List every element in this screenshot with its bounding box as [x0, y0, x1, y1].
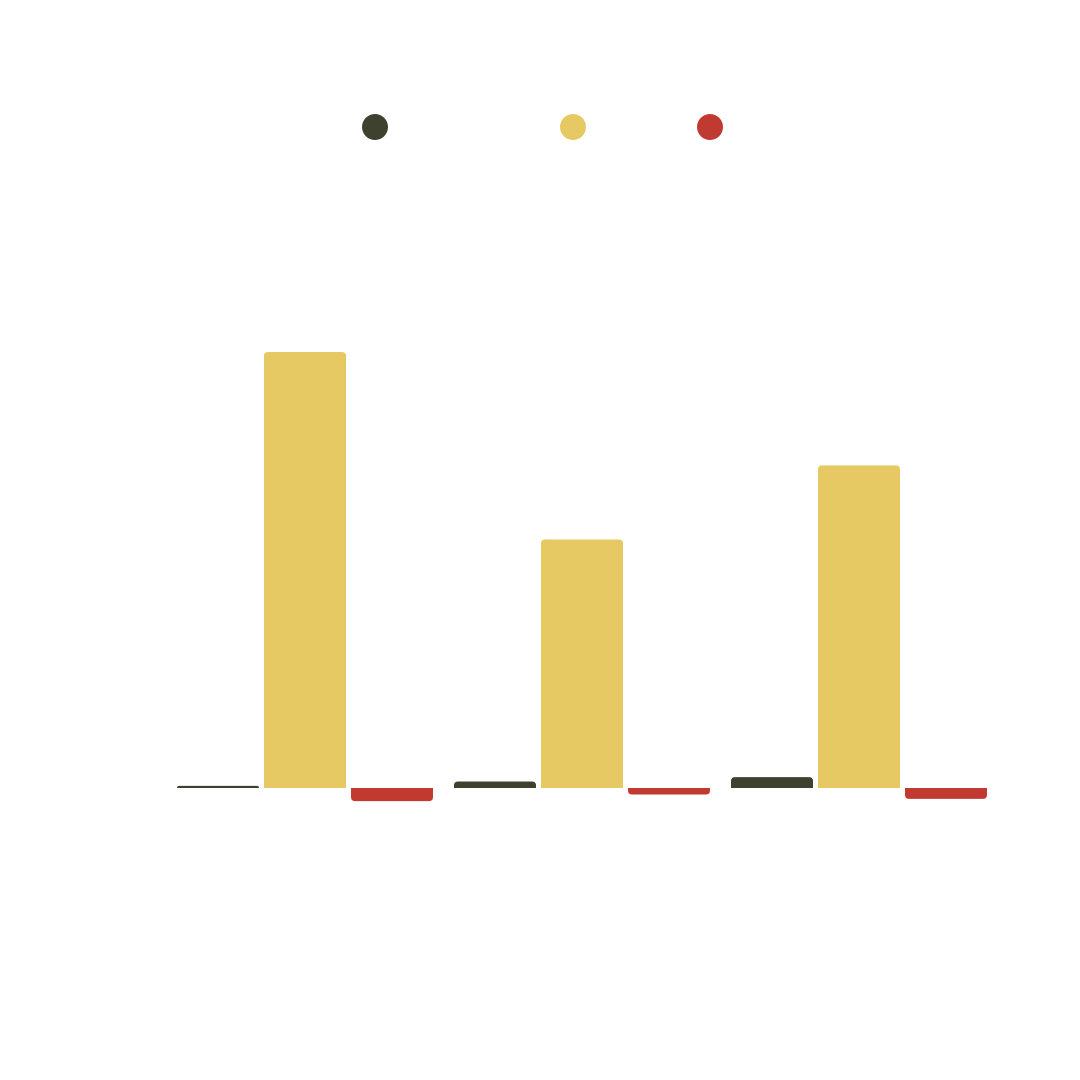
legend-item-series-2 [560, 100, 586, 154]
legend [0, 100, 1080, 154]
legend-item-series-1 [362, 100, 388, 154]
legend-swatch-series-3 [697, 114, 723, 140]
bar-series-1-category-1 [177, 785, 259, 788]
legend-swatch-series-1 [362, 114, 388, 140]
bar-series-2-category-1 [264, 352, 346, 788]
legend-swatch-series-2 [560, 114, 586, 140]
bar-group [177, 352, 987, 802]
bar-series-3-category-2 [628, 788, 710, 795]
bar-series-3-category-1 [351, 788, 433, 802]
bar-series-3-category-3 [905, 788, 987, 799]
legend-item-series-3 [697, 100, 723, 154]
bar-series-1-category-3 [731, 777, 813, 788]
bar-series-2-category-3 [818, 465, 900, 788]
bar-series-2-category-2 [541, 539, 623, 788]
bar-series-1-category-2 [454, 781, 536, 788]
